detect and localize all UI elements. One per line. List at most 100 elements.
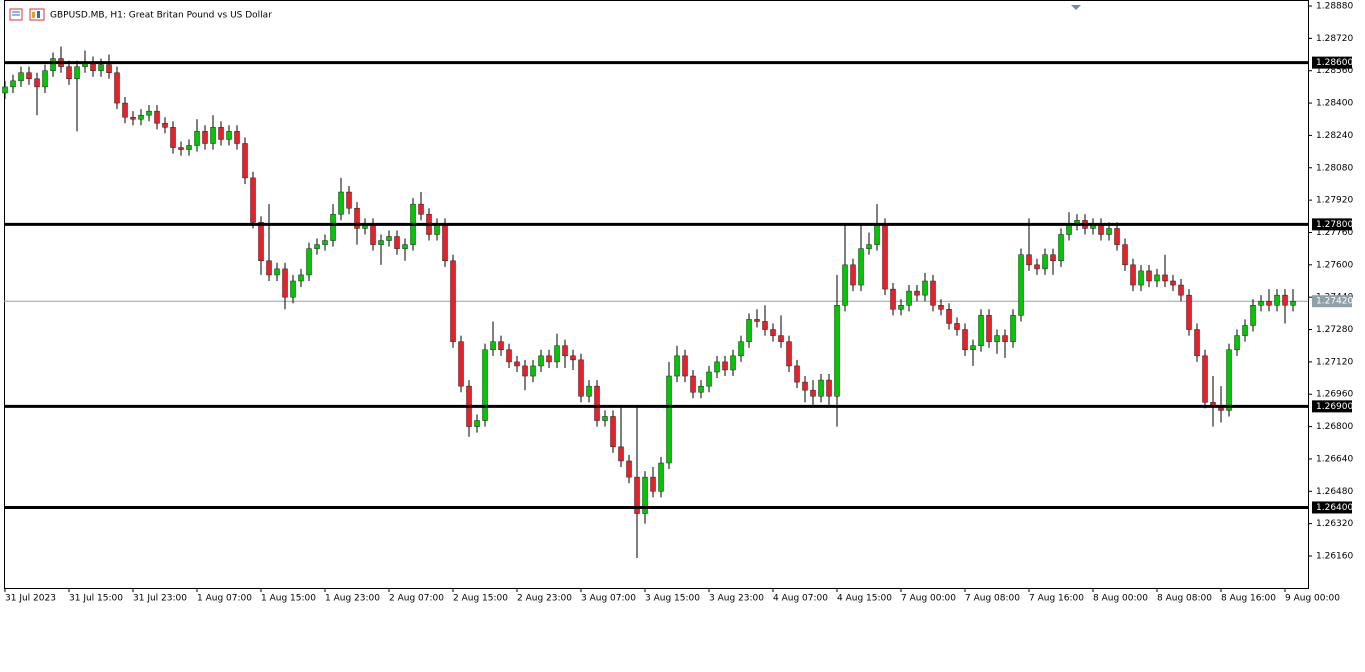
candle-body (634, 476, 640, 514)
candle-body (26, 72, 32, 80)
candle-body (1146, 270, 1152, 282)
candle-body (842, 264, 848, 306)
candle-body (962, 329, 968, 351)
y-tick-label: 1.28240 (1316, 131, 1353, 141)
candle-body (162, 123, 168, 128)
candle-body (754, 319, 760, 322)
candle-body (906, 290, 912, 306)
candle-body (810, 389, 816, 397)
y-tick-label: 1.26800 (1316, 422, 1353, 432)
candle-body (626, 460, 632, 478)
x-tick-label: 3 Aug 15:00 (645, 594, 700, 604)
candle-body (578, 359, 584, 397)
candle-body (786, 341, 792, 367)
candle-body (986, 315, 992, 342)
icon-bar (37, 11, 40, 18)
candle-body (386, 236, 392, 241)
candle-body (890, 288, 896, 310)
candle-body (1050, 254, 1056, 262)
candle-body (202, 131, 208, 144)
candle-body (498, 341, 504, 351)
candle-body (1034, 264, 1040, 270)
candle-body (682, 355, 688, 377)
y-tick-label: 1.26320 (1316, 519, 1353, 529)
x-tick-label: 2 Aug 07:00 (389, 594, 444, 604)
candle-body (258, 222, 264, 262)
candle-body (442, 224, 448, 262)
candle-body (1106, 228, 1112, 235)
candle-body (618, 446, 624, 462)
candle-body (74, 66, 80, 80)
candle-body (490, 341, 496, 351)
candle-body (722, 361, 728, 371)
candle-body (274, 268, 280, 276)
x-tick-label: 1 Aug 15:00 (261, 594, 316, 604)
candle-body (602, 416, 608, 421)
candle-body (2, 86, 8, 94)
candle-body (298, 274, 304, 282)
candle-body (738, 341, 744, 357)
candle-body (1162, 274, 1168, 282)
level-label: 1.28600 (1316, 58, 1353, 68)
x-tick-label: 1 Aug 23:00 (325, 594, 380, 604)
candle-body (586, 385, 592, 397)
candle-body (226, 131, 232, 140)
toolbar-icons (9, 8, 45, 21)
x-tick-label: 2 Aug 23:00 (517, 594, 572, 604)
x-tick-label: 31 Jul 23:00 (133, 594, 187, 604)
candle-body (1266, 300, 1272, 306)
candle-body (834, 305, 840, 397)
candle-body (514, 361, 520, 367)
candle-body (946, 309, 952, 324)
candle-body (650, 476, 656, 492)
candle-body (690, 375, 696, 393)
candle-body (1154, 274, 1160, 282)
candle-body (1274, 294, 1280, 306)
candle-body (42, 70, 48, 88)
candle-body (210, 127, 216, 144)
candle-body (562, 345, 568, 357)
candle-body (882, 224, 888, 290)
candle-body (146, 110, 152, 116)
candle-body (434, 224, 440, 235)
candle-body (930, 280, 936, 306)
candle-body (114, 72, 120, 104)
candle-body (282, 268, 288, 298)
candle-body (938, 305, 944, 310)
candle-body (874, 224, 880, 245)
candle-body (106, 64, 112, 73)
candle-body (34, 78, 40, 88)
candle-body (98, 64, 104, 71)
candle-body (714, 361, 720, 373)
candle-body (642, 476, 648, 514)
level-label-box (1312, 56, 1352, 69)
candle-body (1202, 355, 1208, 403)
y-tick-label: 1.27760 (1316, 228, 1353, 238)
y-tick-label: 1.26960 (1316, 390, 1353, 400)
candle-body (898, 305, 904, 310)
candle-body (770, 329, 776, 336)
candle-body (138, 114, 144, 120)
candle-body (570, 355, 576, 361)
x-tick-label: 8 Aug 00:00 (1093, 594, 1148, 604)
candle-body (1226, 349, 1232, 411)
x-tick-label: 9 Aug 00:00 (1285, 594, 1340, 604)
candle-body (818, 379, 824, 397)
candle-body (10, 80, 16, 88)
candle-body (170, 127, 176, 148)
candle-body (866, 244, 872, 249)
candle-body (66, 66, 72, 80)
candle-body (698, 385, 704, 393)
x-tick-label: 3 Aug 23:00 (709, 594, 764, 604)
chart-title: GBPUSD.MB, H1: Great Britan Pound vs US … (50, 11, 272, 21)
y-tick-label: 1.28880 (1316, 2, 1353, 12)
candle-body (482, 349, 488, 421)
candle-body (378, 240, 384, 245)
y-tick-label: 1.27280 (1316, 325, 1353, 335)
candle-body (538, 355, 544, 367)
candle-body (50, 58, 56, 71)
candle-body (530, 365, 536, 377)
candle-body (418, 203, 424, 215)
x-tick-label: 7 Aug 08:00 (965, 594, 1020, 604)
x-tick-label: 4 Aug 15:00 (837, 594, 892, 604)
